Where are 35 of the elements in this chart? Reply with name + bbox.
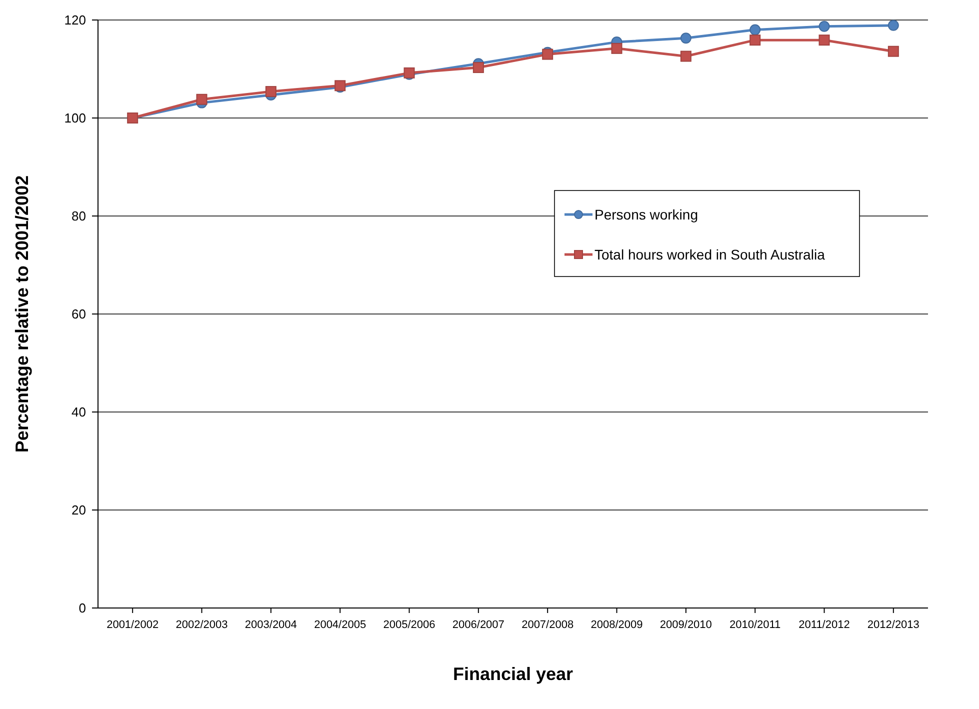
x-tick-label: 2010/2011 [729, 619, 781, 631]
y-tick-label: 100 [64, 110, 86, 126]
x-tick-label: 2004/2005 [314, 619, 366, 631]
y-axis-title: Percentage relative to 2001/2002 [12, 175, 32, 453]
y-tick-label: 80 [72, 208, 86, 224]
point [265, 86, 276, 98]
x-tick-label: 2005/2006 [383, 619, 436, 631]
x-axis-title: Financial year [452, 664, 574, 684]
legend-label: Persons working [594, 206, 698, 222]
y-tick-label: 40 [72, 404, 86, 420]
x-tick-label: 2001/2002 [106, 619, 159, 631]
point [750, 34, 761, 46]
point [196, 94, 208, 105]
x-tick-label: 2012/2013 [867, 619, 920, 631]
point [680, 32, 692, 44]
y-tick-label: 0 [78, 600, 86, 616]
x-tick-label: 2003/2004 [244, 619, 297, 631]
point [818, 34, 830, 46]
point [888, 20, 899, 31]
y-tick-label: 120 [64, 12, 86, 28]
x-tick-label: 2006/2007 [452, 619, 504, 631]
x-tick-label: 2002/2003 [176, 619, 228, 631]
point [472, 62, 484, 74]
x-tick-label: 2007/2008 [522, 619, 574, 631]
y-tick-label: 60 [72, 306, 86, 322]
point [888, 46, 899, 57]
point [611, 42, 622, 54]
x-tick-label: 2009/2010 [660, 619, 712, 631]
y-tick-label: 20 [72, 502, 86, 518]
legend-label: Total hours worked in South Australia [594, 246, 826, 262]
point [818, 20, 830, 32]
x-tick-label: 2008/2009 [590, 619, 643, 631]
point [750, 24, 761, 36]
x-tick-label: 2011/2012 [798, 619, 850, 631]
point [680, 50, 692, 62]
